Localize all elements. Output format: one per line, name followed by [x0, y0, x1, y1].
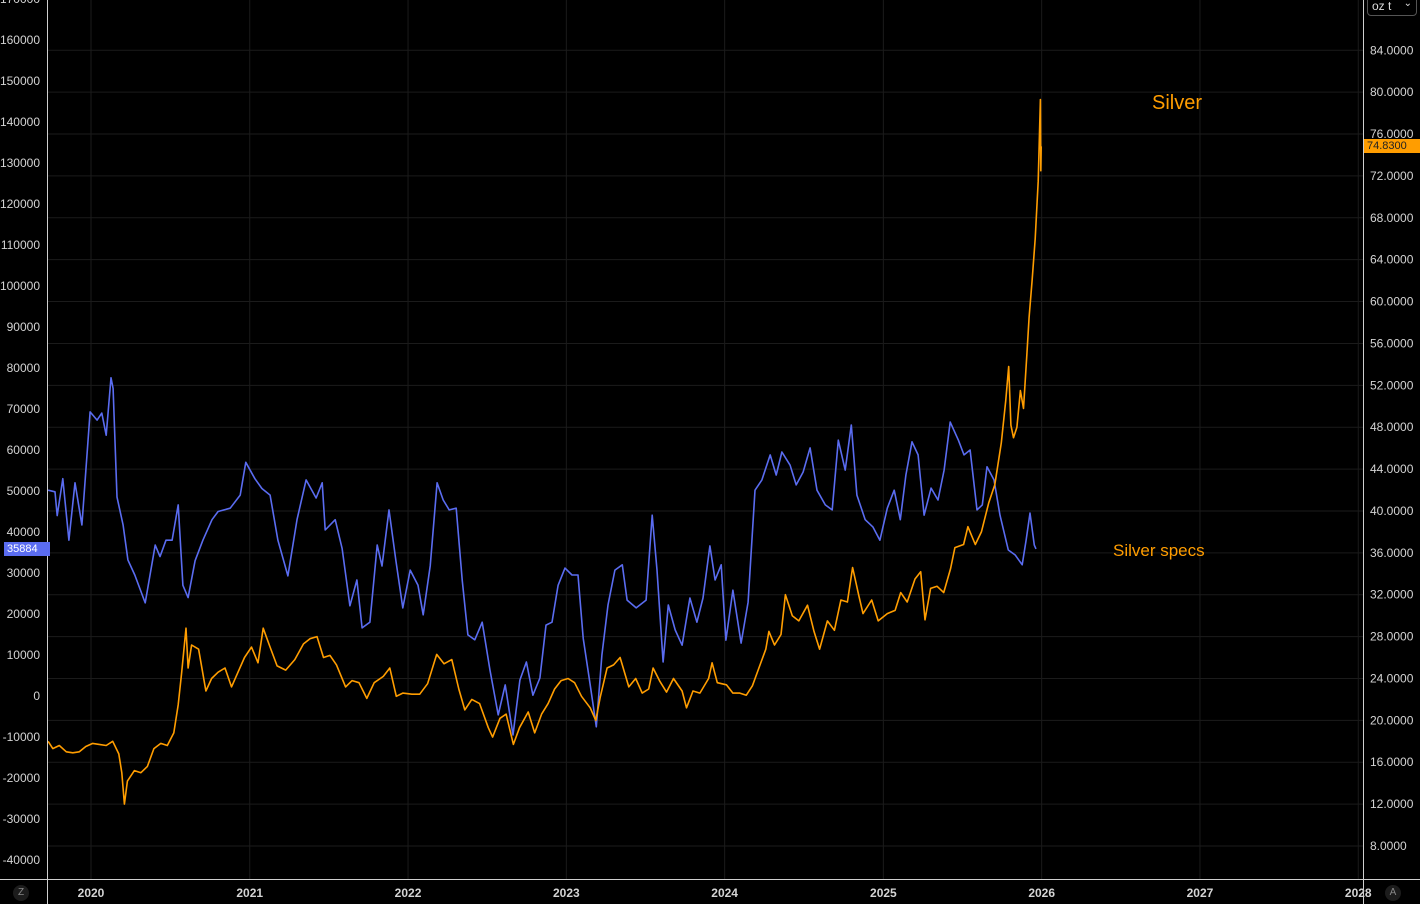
- unit-select[interactable]: oz t ⌄: [1367, 0, 1417, 16]
- silver-annotation: Silver: [1152, 92, 1203, 114]
- chevron-down-icon: ⌄: [1403, 0, 1412, 9]
- unit-select-value: oz t: [1372, 0, 1392, 13]
- x-axis: 2020 2021 2022 2023 2024 2025 2026 2027 2028: [78, 886, 1372, 900]
- left-tick-label: 130000: [0, 156, 40, 170]
- x-tick-label: 2026: [1028, 886, 1055, 900]
- left-tick-label: 110000: [1, 238, 40, 252]
- left-tick-label: 90000: [7, 320, 41, 334]
- left-tick-label: 60000: [7, 443, 41, 457]
- grid: [48, 0, 1363, 879]
- right-tick-label: 52.0000: [1370, 378, 1414, 392]
- right-tick-label: 80.0000: [1370, 85, 1414, 99]
- x-tick-label: 2027: [1187, 886, 1214, 900]
- right-tick-label: 72.0000: [1370, 169, 1414, 183]
- silver-specs-line: [47, 376, 1037, 736]
- right-tick-label: 48.0000: [1370, 420, 1414, 434]
- right-tick-label: 40.0000: [1370, 504, 1414, 518]
- right-tick-label: 12.0000: [1370, 797, 1414, 811]
- right-tick-label: 28.0000: [1370, 630, 1414, 644]
- x-tick-label: 2023: [553, 886, 580, 900]
- left-tick-label: 80000: [7, 361, 41, 375]
- left-tick-label: 150000: [0, 74, 40, 88]
- right-tick-label: 20.0000: [1370, 713, 1414, 727]
- specs-last-value-badge: 35884: [4, 542, 50, 556]
- auto-scale-toggle[interactable]: A: [1385, 885, 1401, 901]
- left-scale-toggle[interactable]: Z: [13, 885, 29, 901]
- right-tick-label: 24.0000: [1370, 671, 1414, 685]
- left-tick-label: 10000: [7, 648, 41, 662]
- left-tick-label: -20000: [3, 771, 41, 785]
- right-tick-label: 64.0000: [1370, 253, 1414, 267]
- right-tick-label: 8.0000: [1370, 839, 1407, 853]
- right-tick-label: 60.0000: [1370, 295, 1414, 309]
- right-tick-label: 32.0000: [1370, 588, 1414, 602]
- x-tick-label: 2025: [870, 886, 897, 900]
- right-tick-label: 84.0000: [1370, 43, 1414, 57]
- right-axis: 84.0000 80.0000 76.0000 72.0000 68.0000 64.00…: [1370, 43, 1414, 853]
- left-tick-label: 160000: [0, 33, 40, 47]
- right-tick-label: 68.0000: [1370, 211, 1414, 225]
- left-axis: 170000 160000 150000 140000 130000 120000 1100…: [0, 0, 40, 867]
- left-tick-label: 20000: [7, 607, 41, 621]
- x-tick-label: 2021: [236, 886, 263, 900]
- x-tick-label: 2024: [711, 886, 738, 900]
- right-tick-label: 76.0000: [1370, 127, 1414, 141]
- right-tick-label: 44.0000: [1370, 462, 1414, 476]
- left-tick-label: -30000: [3, 812, 41, 826]
- silver-line: [47, 98, 1042, 805]
- left-tick-label: 0: [33, 689, 40, 703]
- right-tick-label: 56.0000: [1370, 336, 1414, 350]
- left-tick-label: 70000: [7, 402, 41, 416]
- left-tick-label: 50000: [7, 484, 41, 498]
- left-tick-label: 170000: [0, 0, 40, 6]
- left-tick-label: -10000: [3, 730, 41, 744]
- left-tick-label: 140000: [0, 115, 40, 129]
- right-tick-label: 36.0000: [1370, 546, 1414, 560]
- silver-specs-annotation: Silver specs: [1113, 541, 1205, 560]
- x-tick-label: 2020: [78, 886, 105, 900]
- left-tick-label: 30000: [7, 566, 41, 580]
- series-lines: [47, 98, 1042, 805]
- left-tick-label: -40000: [3, 853, 41, 867]
- left-tick-label: 40000: [7, 525, 41, 539]
- x-tick-label: 2022: [395, 886, 422, 900]
- left-tick-label: 120000: [0, 197, 40, 211]
- right-tick-label: 16.0000: [1370, 755, 1414, 769]
- silver-last-value-badge: 74.8300: [1364, 139, 1420, 153]
- left-tick-label: 100000: [0, 279, 40, 293]
- x-tick-label: 2028: [1345, 886, 1372, 900]
